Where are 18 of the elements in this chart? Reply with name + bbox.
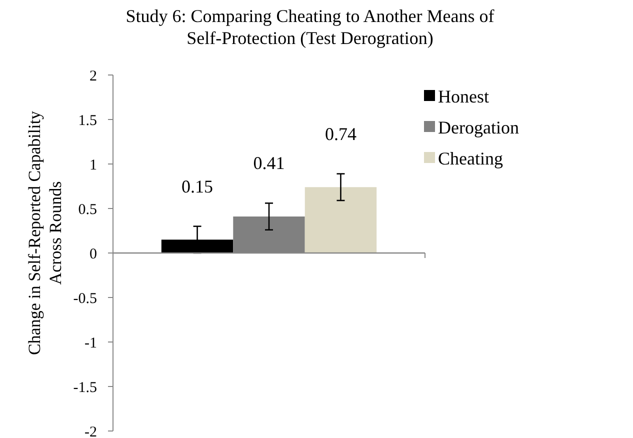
y-tick-label: 0.5 (78, 202, 97, 218)
data-label: 0.15 (182, 176, 214, 196)
legend-label: Derogation (438, 117, 519, 138)
legend-label: Cheating (438, 148, 503, 168)
y-tick-label: 1.5 (78, 112, 97, 129)
y-tick-label: 0 (90, 246, 97, 262)
y-tick-label: 1 (90, 157, 97, 174)
y-tick-label: -1 (84, 335, 97, 352)
y-tick-label: -0.5 (73, 290, 97, 307)
data-label: 0.74 (324, 124, 356, 144)
legend-label: Honest (438, 86, 489, 106)
y-tick-label: -2 (84, 424, 97, 438)
bar (304, 187, 377, 253)
chart-title: Study 6: Comparing Cheating to Another Means of Self-Protection (Test Derogration) (126, 6, 494, 48)
y-tick-label: -1.5 (73, 380, 97, 396)
y-axis-title: Change in Self-Reported Capability Across Rounds (25, 110, 65, 356)
data-label: 0.41 (253, 153, 285, 174)
y-tick-label: 2 (90, 68, 97, 84)
